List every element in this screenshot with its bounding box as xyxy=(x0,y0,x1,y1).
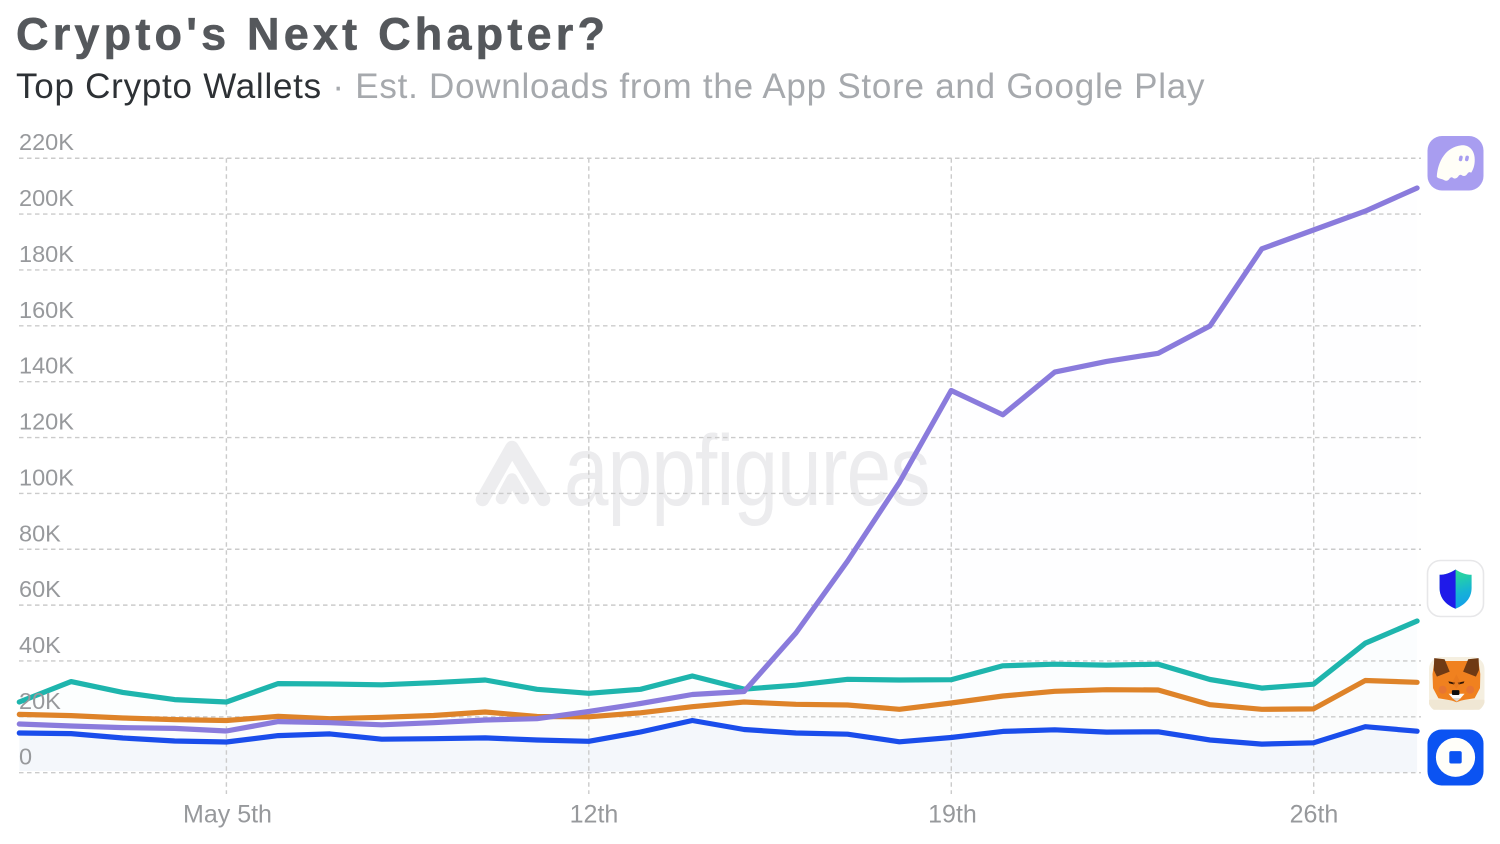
svg-text:0: 0 xyxy=(19,744,32,770)
svg-text:appfigures: appfigures xyxy=(564,416,930,528)
svg-text:180K: 180K xyxy=(19,241,74,267)
svg-text:160K: 160K xyxy=(19,297,74,323)
svg-text:40K: 40K xyxy=(19,632,61,658)
svg-text:Top Crypto Wallets · Est. Down: Top Crypto Wallets · Est. Downloads from… xyxy=(16,67,1205,106)
svg-text:140K: 140K xyxy=(19,353,74,379)
svg-text:120K: 120K xyxy=(19,409,74,435)
svg-text:Crypto's Next Chapter?: Crypto's Next Chapter? xyxy=(16,9,609,60)
svg-text:200K: 200K xyxy=(19,185,74,211)
svg-text:26th: 26th xyxy=(1290,801,1339,829)
svg-text:80K: 80K xyxy=(19,520,61,546)
svg-text:12th: 12th xyxy=(570,801,619,829)
svg-text:60K: 60K xyxy=(19,576,61,602)
svg-text:May 5th: May 5th xyxy=(183,801,272,829)
svg-text:220K: 220K xyxy=(19,129,74,155)
svg-text:19th: 19th xyxy=(928,801,977,829)
svg-text:20K: 20K xyxy=(19,688,61,714)
svg-text:100K: 100K xyxy=(19,464,74,490)
